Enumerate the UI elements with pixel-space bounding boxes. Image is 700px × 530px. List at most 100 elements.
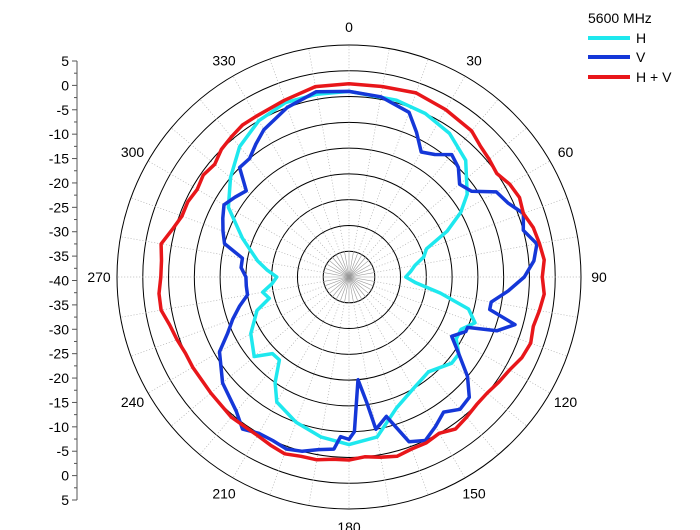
angle-tick-label: 300: [121, 144, 145, 160]
legend-label-v: V: [636, 49, 646, 65]
grid-spoke-inner: [348, 276, 366, 297]
series-hv: [157, 81, 546, 462]
grid-spoke: [371, 289, 551, 394]
grid-spoke-inner: [348, 267, 374, 278]
grid-spoke-inner: [348, 276, 372, 291]
grid-spoke-inner: [335, 254, 350, 278]
grid-spoke-inner: [348, 263, 372, 278]
angle-tick-label: 90: [591, 269, 607, 285]
grid-spoke: [147, 289, 327, 394]
series-v: [217, 89, 539, 454]
grid-spoke: [120, 236, 324, 273]
grid-spoke-inner: [348, 276, 363, 300]
series-h: [226, 89, 477, 447]
radial-tick-label: -15: [49, 151, 69, 167]
grid-spoke: [361, 299, 466, 479]
radial-tick-label: -20: [49, 175, 69, 191]
grid-spoke: [232, 75, 337, 255]
grid-spoke-inner: [339, 276, 350, 302]
grid-spoke: [368, 127, 527, 261]
angle-tick-label: 180: [337, 519, 361, 530]
grid-spoke: [365, 296, 499, 455]
grid-spoke-inner: [323, 276, 350, 282]
grid-spoke: [368, 293, 527, 427]
grid-spoke-inner: [348, 276, 369, 294]
angle-tick-label: 210: [212, 486, 236, 502]
grid-spoke: [171, 127, 330, 261]
radial-tick-label: -5: [57, 102, 70, 118]
grid-spoke-inner: [348, 260, 369, 278]
angle-tick-label: 60: [558, 144, 574, 160]
grid-spoke: [171, 293, 330, 427]
radial-tick-label: -15: [49, 394, 69, 410]
grid-ring: [193, 121, 505, 433]
radial-tick-label: 5: [61, 53, 69, 69]
angle-tick-label: 30: [466, 52, 482, 68]
grid-spoke: [147, 160, 327, 265]
angle-tick-label: 270: [87, 269, 111, 285]
angle-tick-label: 330: [212, 52, 236, 68]
grid-spoke-inner: [326, 276, 350, 291]
grid-spoke-inner: [324, 276, 350, 287]
grid-spoke-inner: [348, 257, 366, 278]
angle-tick-label: 120: [554, 394, 578, 410]
grid-spoke: [232, 299, 337, 479]
grid-spoke: [365, 99, 499, 258]
angle-tick-label: 240: [121, 394, 145, 410]
grid-spoke-inner: [348, 272, 375, 278]
radial-tick-label: -40: [49, 273, 69, 289]
grid-spoke: [269, 58, 341, 253]
grid-spoke-inner: [348, 252, 359, 278]
radial-tick-label: -10: [49, 419, 69, 435]
legend-label-hv: H + V: [636, 69, 672, 85]
grid-spoke-inner: [335, 276, 350, 300]
grid-spoke: [199, 296, 333, 455]
radial-tick-label: -25: [49, 346, 69, 362]
grid-spoke-inner: [326, 263, 350, 278]
radial-tick-label: 5: [61, 492, 69, 508]
radial-tick-label: -30: [49, 321, 69, 337]
radial-tick-label: -10: [49, 126, 69, 142]
radial-tick-label: -20: [49, 370, 69, 386]
polar-grid: [116, 44, 582, 510]
radial-tick-label: 0: [61, 77, 69, 93]
grid-spoke: [120, 281, 324, 318]
grid-ring: [116, 44, 582, 510]
legend: 5600 MHz H V H + V: [588, 10, 672, 85]
radial-tick-label: 0: [61, 468, 69, 484]
grid-spoke-inner: [348, 276, 374, 287]
grid-spoke-inner: [344, 251, 350, 278]
grid-ring: [168, 96, 530, 458]
grid-spoke: [374, 281, 578, 318]
grid-spoke: [374, 236, 578, 273]
grid-spoke-inner: [348, 276, 359, 302]
grid-spoke: [353, 302, 390, 506]
radial-axis: 5 0 -5 -10 -15 -20 -25 -30 -35 -40 -35 -30 -25 -20 -15…: [49, 53, 78, 508]
grid-spoke-inner: [348, 276, 354, 303]
radial-tick-label: -35: [49, 297, 69, 313]
grid-spoke: [308, 48, 345, 252]
grid-spoke-inner: [324, 267, 350, 278]
angle-tick-label: 0: [345, 19, 353, 35]
grid-spoke-inner: [348, 276, 375, 282]
radial-tick-label: -25: [49, 199, 69, 215]
grid-spoke: [361, 75, 466, 255]
grid-spoke: [371, 160, 551, 265]
grid-spoke: [353, 48, 390, 252]
grid-spoke: [357, 301, 429, 496]
grid-spoke: [130, 285, 325, 357]
grid-spoke-inner: [348, 254, 363, 278]
grid-spoke: [308, 302, 345, 506]
grid-spoke-inner: [348, 251, 354, 278]
grid-spoke-inner: [344, 276, 350, 303]
legend-label-h: H: [636, 30, 646, 46]
grid-spoke-inner: [339, 252, 350, 278]
grid-spoke-inner: [329, 260, 350, 278]
grid-spoke: [130, 197, 325, 269]
grid-spoke-inner: [323, 272, 350, 278]
grid-ring: [219, 147, 479, 407]
radial-tick-label: -30: [49, 224, 69, 240]
grid-spoke-inner: [332, 276, 350, 297]
grid-spoke-inner: [329, 276, 350, 294]
